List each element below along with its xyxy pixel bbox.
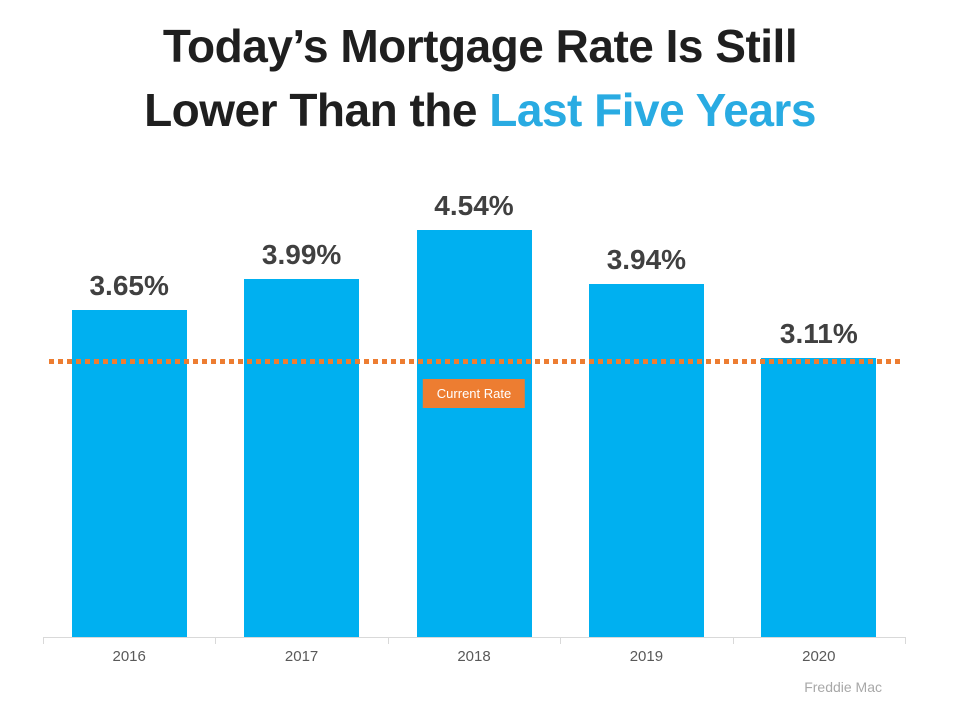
- x-tick-label-2016: 2016: [112, 648, 146, 665]
- x-tick-label-2017: 2017: [284, 648, 319, 665]
- bar-2020: [761, 358, 877, 637]
- bar-2018: [416, 229, 532, 637]
- x-tick-label-2019: 2019: [629, 648, 664, 665]
- value-label-2017: 3.99%: [261, 239, 342, 271]
- current-rate-badge-label: Current Rate: [436, 386, 512, 401]
- x-axis-line: [43, 637, 905, 638]
- current-rate-reference-line: [49, 359, 902, 364]
- value-label-2016: 3.65%: [89, 269, 169, 301]
- value-label-2019: 3.94%: [606, 243, 687, 275]
- x-axis-tick: [387, 637, 389, 644]
- x-axis-tick: [43, 637, 44, 644]
- x-tick-label-2018: 2018: [457, 648, 491, 665]
- value-label-2020: 3.11%: [779, 318, 858, 350]
- bar-2017: [244, 279, 360, 637]
- x-tick-label-2020: 2020: [802, 648, 836, 665]
- chart-title-line2-accent: Last Five Years: [489, 84, 816, 136]
- chart-title-line2-prefix: Lower Than the: [144, 84, 490, 136]
- current-rate-badge: Current Rate: [422, 379, 526, 408]
- x-axis-tick: [560, 637, 562, 644]
- chart-title: Today’s Mortgage Rate Is Still Lower Tha…: [0, 14, 960, 142]
- value-label-2018: 4.54%: [434, 189, 514, 221]
- chart-title-line2: Lower Than the Last Five Years: [0, 78, 960, 142]
- chart-title-line1: Today’s Mortgage Rate Is Still: [162, 20, 798, 72]
- x-axis-tick: [905, 637, 906, 644]
- source-attribution: Freddie Mac: [804, 679, 882, 695]
- x-axis-tick: [215, 637, 217, 644]
- bar-2016: [71, 309, 187, 637]
- bar-2019: [588, 283, 704, 637]
- x-axis-tick: [732, 637, 734, 644]
